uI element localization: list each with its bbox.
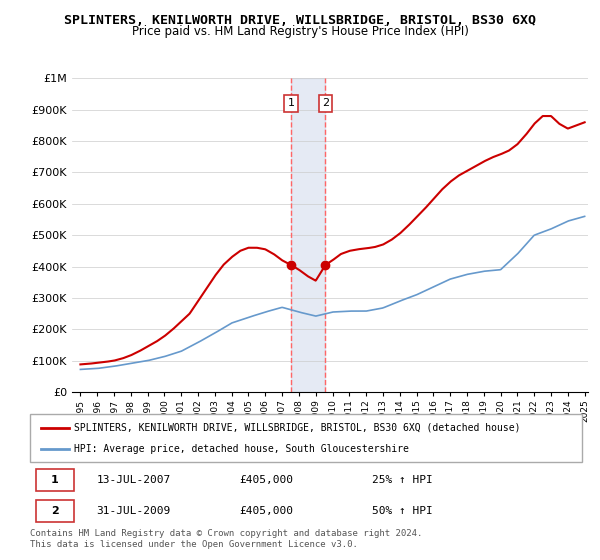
Text: SPLINTERS, KENILWORTH DRIVE, WILLSBRIDGE, BRISTOL, BS30 6XQ (detached house): SPLINTERS, KENILWORTH DRIVE, WILLSBRIDGE… [74, 423, 521, 433]
Text: 31-JUL-2009: 31-JUL-2009 [96, 506, 170, 516]
Text: £405,000: £405,000 [240, 475, 294, 485]
Text: 25% ↑ HPI: 25% ↑ HPI [372, 475, 433, 485]
Text: £405,000: £405,000 [240, 506, 294, 516]
Text: Contains HM Land Registry data © Crown copyright and database right 2024.
This d: Contains HM Land Registry data © Crown c… [30, 529, 422, 549]
Text: 50% ↑ HPI: 50% ↑ HPI [372, 506, 433, 516]
Text: 13-JUL-2007: 13-JUL-2007 [96, 475, 170, 485]
Text: 2: 2 [51, 506, 59, 516]
Text: 1: 1 [287, 99, 295, 109]
Text: SPLINTERS, KENILWORTH DRIVE, WILLSBRIDGE, BRISTOL, BS30 6XQ: SPLINTERS, KENILWORTH DRIVE, WILLSBRIDGE… [64, 14, 536, 27]
Text: HPI: Average price, detached house, South Gloucestershire: HPI: Average price, detached house, Sout… [74, 444, 409, 454]
FancyBboxPatch shape [35, 469, 74, 491]
Text: 2: 2 [322, 99, 329, 109]
Bar [291, 78, 325, 392]
FancyBboxPatch shape [30, 414, 582, 462]
Text: Price paid vs. HM Land Registry's House Price Index (HPI): Price paid vs. HM Land Registry's House … [131, 25, 469, 38]
Text: 1: 1 [51, 475, 59, 485]
FancyBboxPatch shape [35, 500, 74, 522]
